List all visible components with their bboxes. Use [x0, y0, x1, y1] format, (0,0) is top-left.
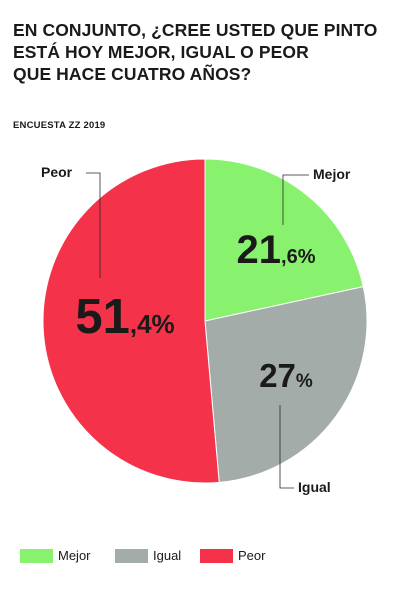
leader-line-peor: [86, 172, 101, 278]
slice-labels: 21,6% 27% 51,4% Mejor Igual Peor: [41, 164, 351, 495]
pie-slices: [42, 158, 368, 484]
survey-source: ENCUESTA ZZ 2019: [13, 120, 106, 131]
value-label-mejor: 21,6%: [237, 228, 316, 272]
value-label-peor: 51,4%: [75, 290, 174, 344]
category-label-peor: Peor: [41, 164, 73, 180]
category-label-igual: Igual: [298, 479, 331, 495]
value-label-igual: 27%: [259, 357, 313, 394]
category-label-mejor: Mejor: [313, 166, 351, 182]
legend: Mejor Igual Peor: [20, 548, 320, 570]
chart-title-line-3: QUE HACE CUATRO AÑOS?: [13, 64, 252, 84]
pie-slice-mejor: [204, 158, 364, 322]
legend-swatch-igual: [115, 548, 148, 563]
legend-item-mejor: Mejor: [20, 548, 91, 563]
legend-item-peor: Peor: [200, 548, 265, 563]
chart-title-line-2: ESTÁ HOY MEJOR, IGUAL O PEOR: [13, 42, 309, 62]
legend-swatch-mejor: [20, 548, 53, 563]
legend-label-igual: Igual: [153, 548, 182, 563]
legend-swatch-peor: [200, 548, 233, 563]
legend-label-peor: Peor: [238, 548, 266, 563]
chart-title-line-1: EN CONJUNTO, ¿CREE USTED QUE PINTO: [13, 20, 378, 40]
pie-slice-peor: [42, 158, 220, 484]
legend-label-mejor: Mejor: [58, 548, 91, 563]
leader-line-igual: [279, 405, 294, 489]
leader-lines: [86, 172, 309, 489]
legend-item-igual: Igual: [115, 548, 181, 563]
leader-line-mejor: [282, 174, 309, 225]
chart-title: EN CONJUNTO, ¿CREE USTED QUE PINTO ESTÁ …: [13, 19, 398, 85]
pie-slice-igual: [204, 286, 368, 483]
